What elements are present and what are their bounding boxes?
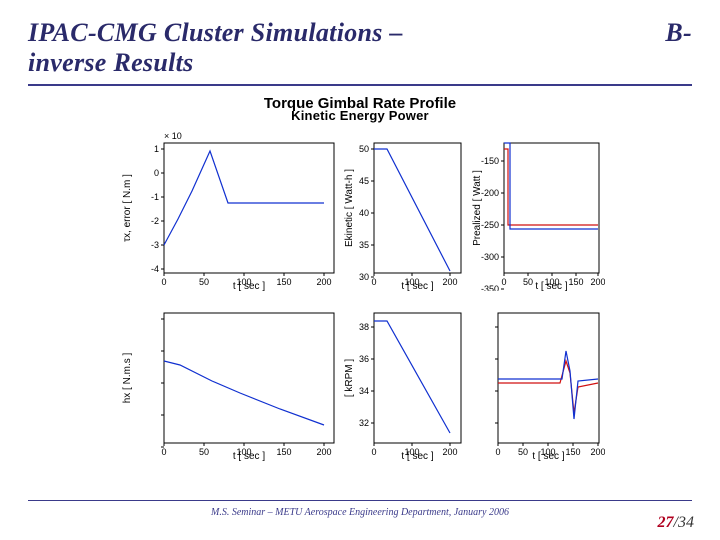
svg-text:200: 200 <box>316 277 331 287</box>
svg-text:0: 0 <box>501 277 506 287</box>
svg-text:0: 0 <box>371 277 376 287</box>
svg-text:t [ sec ]: t [ sec ] <box>535 281 567 291</box>
chart-title: Torque Gimbal Rate Profile Kinetic Energ… <box>264 96 456 122</box>
svg-text:0: 0 <box>154 168 159 178</box>
title-left: IPAC-CMG Cluster Simulations – <box>28 18 403 47</box>
svg-text:-300: -300 <box>481 252 499 262</box>
svg-text:[ kRPM ]: [ kRPM ] <box>344 358 355 397</box>
svg-text:1: 1 <box>154 144 159 154</box>
page-title: IPAC-CMG Cluster Simulations – B- invers… <box>28 18 692 78</box>
svg-text:150: 150 <box>565 447 580 457</box>
svg-text:t [ sec ]: t [ sec ] <box>532 451 564 461</box>
footer-text: M.S. Seminar – METU Aerospace Engineerin… <box>0 507 720 518</box>
svg-text:45: 45 <box>359 176 369 186</box>
svg-text:× 10: × 10 <box>164 131 182 141</box>
svg-text:Prealized [ Watt ]: Prealized [ Watt ] <box>472 170 483 246</box>
svg-text:34: 34 <box>359 386 369 396</box>
svg-text:32: 32 <box>359 418 369 428</box>
svg-text:35: 35 <box>359 240 369 250</box>
chart-panel: 50454035300100200t [ sec ]Ekinetic [ Wat… <box>342 131 467 291</box>
svg-text:0: 0 <box>161 447 166 457</box>
svg-text:-3: -3 <box>151 240 159 250</box>
page-total: /34 <box>674 514 694 531</box>
svg-text:t [ sec ]: t [ sec ] <box>401 451 433 461</box>
svg-text:200: 200 <box>590 277 605 287</box>
svg-text:50: 50 <box>359 144 369 154</box>
chart-panel: 050100150200t [ sec ] <box>470 301 605 461</box>
svg-text:-200: -200 <box>481 188 499 198</box>
svg-text:0: 0 <box>371 447 376 457</box>
footer-divider <box>28 500 692 501</box>
svg-text:0: 0 <box>495 447 500 457</box>
svg-text:50: 50 <box>199 447 209 457</box>
title-block: IPAC-CMG Cluster Simulations – B- invers… <box>28 18 692 86</box>
subtitle-block: Torque Gimbal Rate Profile Kinetic Energ… <box>28 96 692 125</box>
svg-text:200: 200 <box>590 447 605 457</box>
svg-text:150: 150 <box>276 447 291 457</box>
svg-text:50: 50 <box>518 447 528 457</box>
svg-text:t [ sec ]: t [ sec ] <box>233 451 265 461</box>
svg-text:50: 50 <box>523 277 533 287</box>
title-right: B- <box>665 18 692 48</box>
svg-text:36: 36 <box>359 354 369 364</box>
chart-panel: -150-200-250-300-350050100150200t [ sec … <box>470 131 605 291</box>
page-current: 27 <box>658 514 674 531</box>
svg-text:-1: -1 <box>151 192 159 202</box>
svg-text:38: 38 <box>359 322 369 332</box>
svg-text:Ekinetic [ Watt-h ]: Ekinetic [ Watt-h ] <box>344 169 355 247</box>
svg-text:-4: -4 <box>151 264 159 274</box>
svg-text:hx [ N.m.s ]: hx [ N.m.s ] <box>122 352 133 403</box>
svg-text:0: 0 <box>161 277 166 287</box>
svg-text:40: 40 <box>359 208 369 218</box>
svg-text:-2: -2 <box>151 216 159 226</box>
svg-text:150: 150 <box>568 277 583 287</box>
svg-text:200: 200 <box>442 277 457 287</box>
svg-text:t [ sec ]: t [ sec ] <box>233 281 265 291</box>
chart-panel: 050100150200t [ sec ]hx [ N.m.s ] <box>120 301 340 461</box>
subtitle-l2: Kinetic Energy Power <box>264 109 456 122</box>
page-number: 27/34 <box>658 514 694 532</box>
footer: M.S. Seminar – METU Aerospace Engineerin… <box>0 500 720 518</box>
chart-panel: 383634320100200t [ sec ][ kRPM ] <box>342 301 467 461</box>
svg-text:30: 30 <box>359 272 369 282</box>
svg-text:-250: -250 <box>481 220 499 230</box>
title-line2: inverse Results <box>28 48 194 77</box>
title-divider <box>28 84 692 86</box>
svg-text:200: 200 <box>442 447 457 457</box>
svg-text:50: 50 <box>199 277 209 287</box>
chart-grid: 10-1-2-3-4050100150200t [ sec ]τx, error… <box>120 131 600 471</box>
svg-text:-350: -350 <box>481 284 499 291</box>
svg-text:-150: -150 <box>481 156 499 166</box>
svg-text:t [ sec ]: t [ sec ] <box>401 281 433 291</box>
slide: IPAC-CMG Cluster Simulations – B- invers… <box>0 0 720 540</box>
svg-text:200: 200 <box>316 447 331 457</box>
chart-panel: 10-1-2-3-4050100150200t [ sec ]τx, error… <box>120 131 340 291</box>
svg-text:τx, error [ N.m ]: τx, error [ N.m ] <box>122 174 133 242</box>
svg-text:150: 150 <box>276 277 291 287</box>
